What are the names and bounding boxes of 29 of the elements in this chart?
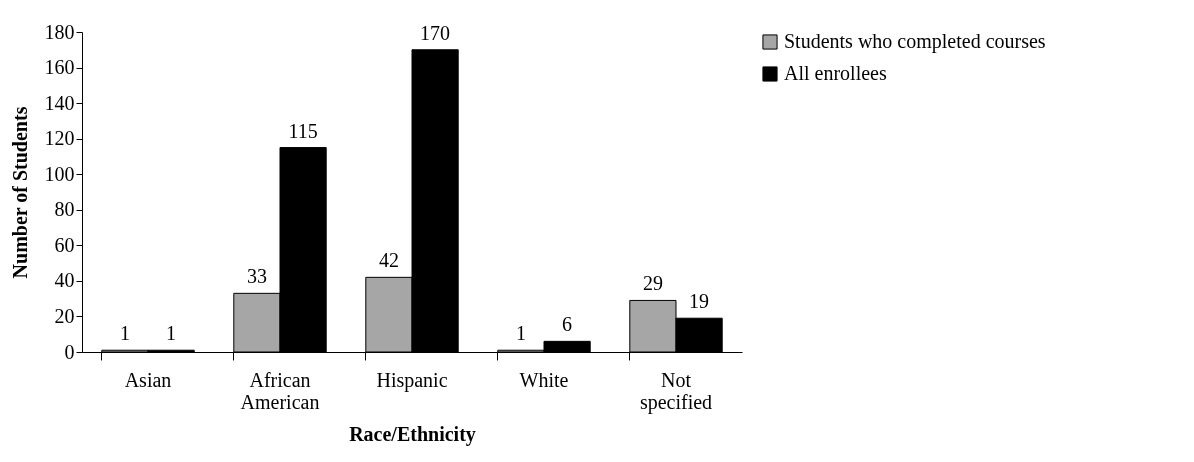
y-tick-label: 40 — [54, 269, 75, 292]
x-axis-title: Race/Ethnicity — [349, 422, 476, 446]
x-tick-label: African American — [240, 368, 320, 413]
y-tick-label: 100 — [44, 162, 75, 185]
y-tick-label: 0 — [64, 340, 75, 363]
legend-label: All enrollees — [784, 62, 887, 84]
data-label: 1 — [119, 322, 130, 345]
data-label: 6 — [562, 313, 573, 336]
y-tick-label: 80 — [54, 198, 75, 221]
x-tick-label: Hispanic — [376, 368, 448, 392]
data-label: 29 — [642, 272, 663, 295]
y-tick-label: 160 — [44, 56, 75, 79]
x-tick-label: White — [519, 368, 569, 391]
data-label: 1 — [166, 322, 177, 345]
x-tick-label: Not specified — [639, 368, 713, 414]
data-label: 19 — [689, 290, 710, 313]
y-tick-label: 120 — [44, 127, 75, 150]
data-label: 170 — [420, 21, 451, 44]
data-label: 33 — [246, 265, 267, 288]
data-label: 115 — [288, 119, 318, 142]
y-tick-label: 60 — [54, 233, 75, 256]
y-tick-label: 140 — [44, 91, 75, 114]
y-tick-label: 20 — [54, 304, 75, 327]
data-label: 1 — [515, 322, 526, 345]
x-tick-label: Asian — [124, 368, 172, 391]
data-label: 42 — [378, 249, 399, 272]
y-axis-title: Number of Students — [8, 106, 31, 279]
y-tick-label: 180 — [44, 20, 75, 43]
legend-label: Students who completed courses — [784, 30, 1046, 53]
